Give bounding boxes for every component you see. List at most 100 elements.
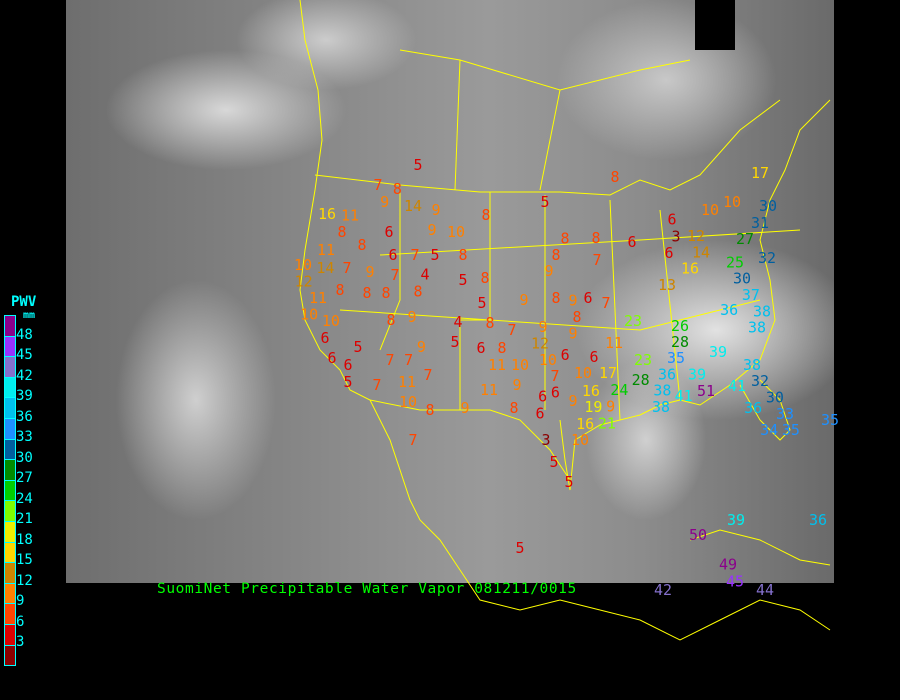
station-pwv-value: 8 xyxy=(497,339,506,357)
station-pwv-value: 32 xyxy=(758,249,776,267)
station-pwv-value: 10 xyxy=(571,431,589,449)
station-pwv-value: 6 xyxy=(583,289,592,307)
station-pwv-value: 28 xyxy=(671,333,689,351)
station-pwv-value: 8 xyxy=(509,399,518,417)
station-pwv-value: 7 xyxy=(592,251,601,269)
legend-tick-label: 45 xyxy=(16,347,33,364)
legend-tick-label: 42 xyxy=(16,367,33,384)
legend-swatch xyxy=(5,357,15,378)
station-pwv-value: 14 xyxy=(316,259,334,277)
station-pwv-value: 49 xyxy=(719,556,737,574)
station-pwv-value: 5 xyxy=(413,156,422,174)
legend-swatch xyxy=(5,418,15,440)
station-pwv-value: 19 xyxy=(584,398,602,416)
station-pwv-value: 11 xyxy=(488,356,506,374)
station-pwv-value: 8 xyxy=(393,180,402,198)
station-pwv-value: 6 xyxy=(388,246,397,264)
station-pwv-value: 7 xyxy=(408,431,417,449)
legend-swatch xyxy=(5,624,15,646)
station-pwv-value: 10 xyxy=(511,356,529,374)
station-pwv-value: 39 xyxy=(688,365,706,383)
station-pwv-value: 10 xyxy=(399,393,417,411)
station-pwv-value: 45 xyxy=(726,572,744,590)
canada-province-line xyxy=(539,89,561,191)
station-pwv-value: 6 xyxy=(476,339,485,357)
pwv-color-scale xyxy=(4,315,16,666)
station-pwv-value: 37 xyxy=(742,286,760,304)
state-line xyxy=(459,192,491,410)
station-pwv-value: 24 xyxy=(610,381,628,399)
station-pwv-value: 10 xyxy=(701,201,719,219)
legend-swatch xyxy=(5,439,15,461)
station-pwv-value: 12 xyxy=(531,334,549,352)
station-pwv-value: 8 xyxy=(610,168,619,186)
legend-swatch xyxy=(5,480,15,502)
station-pwv-value: 8 xyxy=(560,230,569,248)
station-pwv-value: 6 xyxy=(664,244,673,262)
state-line xyxy=(659,209,681,401)
station-pwv-value: 6 xyxy=(551,383,560,401)
station-pwv-value: 38 xyxy=(653,382,671,400)
legend-swatch xyxy=(5,336,15,358)
florida-coastline xyxy=(739,379,791,441)
station-pwv-value: 8 xyxy=(381,284,390,302)
station-pwv-value: 5 xyxy=(430,246,439,264)
station-pwv-value: 10 xyxy=(539,351,557,369)
station-pwv-value: 8 xyxy=(591,229,600,247)
station-pwv-value: 7 xyxy=(385,351,394,369)
station-pwv-value: 14 xyxy=(692,244,710,262)
legend-swatch xyxy=(5,583,15,605)
station-pwv-value: 11 xyxy=(398,373,416,391)
station-pwv-value: 3 xyxy=(541,431,550,449)
station-pwv-value: 7 xyxy=(423,366,432,384)
station-pwv-value: 9 xyxy=(606,397,615,415)
station-pwv-value: 6 xyxy=(627,233,636,251)
station-pwv-value: 7 xyxy=(550,367,559,385)
station-pwv-value: 8 xyxy=(485,314,494,332)
legend-swatch xyxy=(5,377,15,399)
station-pwv-value: 7 xyxy=(507,321,516,339)
station-pwv-value: 5 xyxy=(564,473,573,491)
gulf-coastline xyxy=(559,99,831,491)
legend-tick-label: 48 xyxy=(16,326,33,343)
station-pwv-value: 6 xyxy=(343,356,352,374)
no-data-region xyxy=(695,0,735,50)
station-pwv-value: 8 xyxy=(335,281,344,299)
station-pwv-value: 6 xyxy=(667,211,676,229)
station-pwv-value: 23 xyxy=(624,312,642,330)
legend-tick-label: 27 xyxy=(16,470,33,487)
station-pwv-value: 36 xyxy=(809,511,827,529)
state-line xyxy=(339,299,761,331)
station-pwv-value: 36 xyxy=(720,301,738,319)
station-pwv-value: 36 xyxy=(658,366,676,384)
legend-swatch xyxy=(5,542,15,564)
cuba-coastline xyxy=(689,529,831,566)
legend-swatch xyxy=(5,563,15,584)
station-pwv-value: 5 xyxy=(343,373,352,391)
station-pwv-value: 5 xyxy=(450,333,459,351)
station-pwv-value: 8 xyxy=(458,246,467,264)
station-pwv-value: 6 xyxy=(535,404,544,422)
station-pwv-value: 9 xyxy=(460,399,469,417)
station-pwv-value: 7 xyxy=(404,351,413,369)
legend-tick-label: 24 xyxy=(16,490,33,507)
station-pwv-value: 16 xyxy=(582,382,600,400)
station-pwv-value: 11 xyxy=(341,207,359,225)
station-pwv-value: 4 xyxy=(453,313,462,331)
state-line xyxy=(379,229,801,256)
station-pwv-value: 38 xyxy=(743,356,761,374)
station-pwv-value: 7 xyxy=(372,376,381,394)
station-pwv-value: 26 xyxy=(671,317,689,335)
station-pwv-value: 5 xyxy=(515,539,524,557)
legend-swatch xyxy=(5,521,15,543)
station-pwv-value: 10 xyxy=(322,312,340,330)
station-pwv-value: 35 xyxy=(667,349,685,367)
station-pwv-value: 7 xyxy=(601,294,610,312)
legend-swatch xyxy=(5,604,15,625)
station-pwv-value: 4 xyxy=(420,266,429,284)
station-pwv-value: 5 xyxy=(353,338,362,356)
station-pwv-value: 32 xyxy=(751,372,769,390)
legend-tick-label: 18 xyxy=(16,531,33,548)
station-pwv-value: 11 xyxy=(605,334,623,352)
